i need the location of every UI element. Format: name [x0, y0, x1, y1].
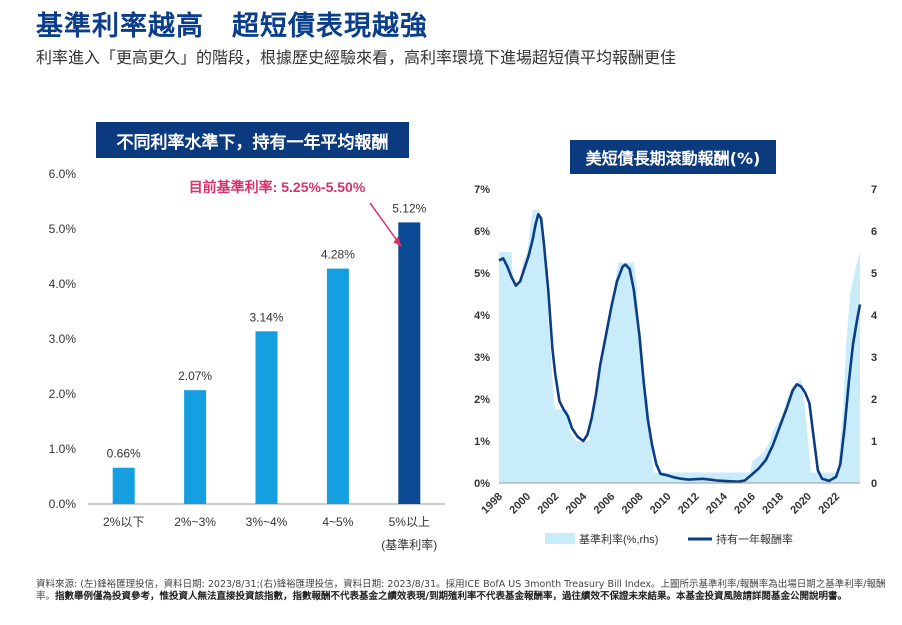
bar	[326, 268, 349, 504]
y-tick-label: 6.0%	[49, 167, 77, 181]
bar	[255, 331, 278, 504]
line-series-one-year-return	[498, 212, 862, 483]
page-title: 基準利率越高 超短債表現越強	[36, 11, 428, 42]
x-tick-label: 2012	[676, 491, 702, 517]
bar	[112, 467, 135, 504]
footnote: 資料來源: (左)鋒裕匯理投信，資料日期: 2023/8/31;(右)鋒裕匯理投…	[36, 579, 886, 603]
y-tick-label-right: 3	[871, 352, 877, 364]
y-tick-label: 0.0%	[49, 497, 77, 511]
footnote-disclaimer: 指數舉例僅為投資參考，惟投資人無法直接投資該指數，指數報酬不代表基金之績效表現/…	[55, 591, 847, 602]
x-tick-label: 2014	[704, 490, 730, 516]
bar	[184, 390, 207, 504]
y-tick-label-right: 1	[871, 436, 877, 448]
legend-label-line: 持有一年報酬率	[716, 532, 793, 546]
x-tick-label: 1998	[479, 491, 505, 517]
y-tick-label-right: 2	[871, 394, 877, 406]
y-tick-label-right: 5	[871, 268, 877, 280]
x-tick-label: 2016	[732, 491, 758, 517]
current-rate-annotation: 目前基準利率: 5.25%-5.50%	[189, 179, 366, 195]
y-tick-label: 4.0%	[49, 277, 77, 291]
data-label: 5.12%	[392, 201, 426, 215]
y-tick-label-right: 7	[871, 184, 877, 196]
x-tick-label: 2002	[536, 491, 562, 517]
x-tick-label: 3%~4%	[246, 515, 288, 529]
y-tick-label-right: 6	[871, 226, 877, 238]
y-tick-label-right: 4	[871, 310, 878, 322]
y-tick-label: 1.0%	[49, 442, 77, 456]
left-chart-title: 不同利率水準下，持有一年平均報酬	[96, 122, 409, 158]
x-tick-label: 2%~3%	[174, 515, 216, 529]
legend-label-area: 基準利率(%,rhs)	[579, 532, 658, 546]
data-label: 4.28%	[321, 248, 355, 262]
y-tick-label-left: 6%	[474, 226, 490, 238]
y-tick-label-left: 7%	[474, 184, 490, 196]
y-tick-label: 5.0%	[49, 222, 77, 236]
x-tick-sublabel: (基準利率)	[381, 537, 437, 552]
x-tick-label: 2010	[648, 491, 674, 517]
area-series-base-rate	[499, 210, 860, 483]
data-label: 2.07%	[178, 369, 212, 383]
right-chart-title: 美短債長期滾動報酬(%)	[570, 140, 776, 174]
page-subtitle: 利率進入「更高更久」的階段，根據歷史經驗來看，高利率環境下進場超短債平均報酬更佳	[36, 48, 677, 67]
y-tick-label-right: 0	[871, 478, 877, 490]
y-tick-label-left: 2%	[474, 394, 490, 406]
y-tick-label-left: 5%	[474, 268, 490, 280]
y-tick-label-left: 4%	[474, 310, 490, 322]
bar	[398, 222, 421, 504]
x-tick-label: 2004	[564, 490, 590, 516]
footnote-source: 資料來源: (左)鋒裕匯理投信，資料日期: 2023/8/31;(右)鋒裕匯理投…	[36, 579, 886, 602]
y-tick-label-left: 3%	[474, 352, 490, 364]
x-tick-label: 4~5%	[322, 515, 353, 529]
x-tick-label: 2022	[816, 491, 842, 517]
x-tick-label: 2018	[760, 491, 786, 517]
legend-swatch-area	[545, 533, 575, 544]
x-tick-label: 2006	[592, 491, 618, 517]
x-tick-label: 2000	[507, 491, 533, 517]
data-label: 3.14%	[249, 310, 283, 324]
x-tick-label: 5%以上	[389, 515, 430, 529]
y-tick-label: 2.0%	[49, 387, 77, 401]
y-tick-label-left: 0%	[474, 478, 490, 490]
y-tick-label: 3.0%	[49, 332, 77, 346]
x-tick-label: 2%以下	[103, 515, 144, 529]
x-tick-label: 2020	[788, 491, 814, 517]
y-tick-label-left: 1%	[474, 436, 490, 448]
data-label: 0.66%	[107, 447, 141, 461]
x-tick-label: 2008	[620, 491, 646, 517]
annotation-arrow-head	[393, 236, 402, 247]
